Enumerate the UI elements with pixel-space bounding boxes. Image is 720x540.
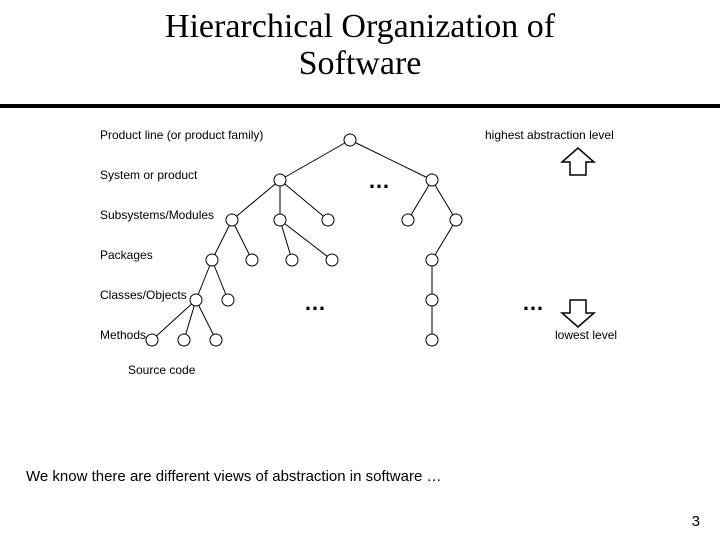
slide-caption: We know there are different views of abs… [26,468,441,485]
node-C2 [274,214,286,226]
label-methods: Methods [100,328,146,342]
node-F1 [146,334,158,346]
node-E3 [426,294,438,306]
label-packages: Packages [100,248,153,262]
ellipsis-left: … [304,290,326,316]
node-D5 [426,254,438,266]
node-E2 [222,294,234,306]
label-lowest: lowest level [555,328,617,342]
page-number: 3 [692,513,700,530]
ellipsis-top: … [368,168,390,194]
node-E1 [190,294,202,306]
down-arrow-icon [562,300,594,327]
node-D4 [326,254,338,266]
label-source-code: Source code [128,363,195,377]
node-F3 [210,334,222,346]
hierarchy-diagram [0,0,720,540]
node-C5 [450,214,462,226]
node-B2 [426,174,438,186]
node-D3 [286,254,298,266]
node-D2 [246,254,258,266]
label-system: System or product [100,168,197,182]
label-highest: highest abstraction level [485,128,614,142]
node-B1 [274,174,286,186]
up-arrow-icon [562,148,594,175]
node-D1 [206,254,218,266]
node-A [344,134,356,146]
label-classes: Classes/Objects [100,288,187,302]
node-C3 [322,214,334,226]
node-C1 [226,214,238,226]
node-C4 [402,214,414,226]
label-product-line: Product line (or product family) [100,128,263,142]
ellipsis-right: … [522,290,544,316]
node-F4 [426,334,438,346]
node-F2 [178,334,190,346]
label-subsystems: Subsystems/Modules [100,208,214,222]
hierarchy-svg [0,0,720,540]
